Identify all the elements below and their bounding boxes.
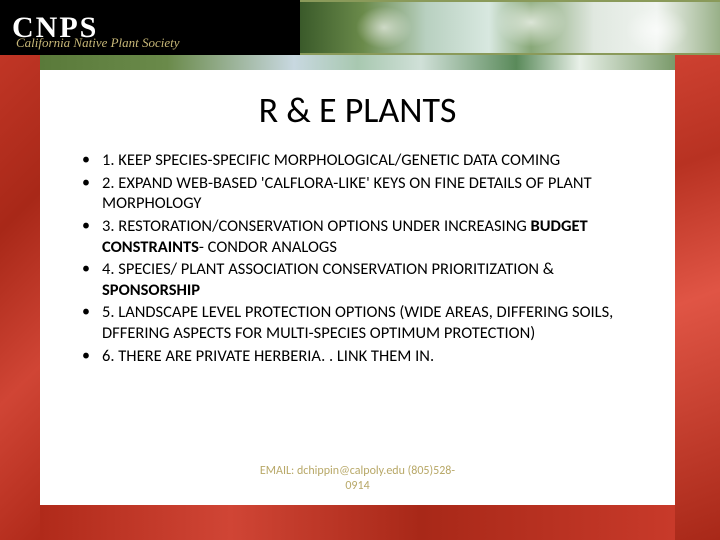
logo-subtitle: California Native Plant Society <box>16 35 180 51</box>
list-item: 2. EXPAND WEB-BASED 'CALFLORA-LIKE' KEYS… <box>78 173 645 214</box>
list-item: 5. LANDSCAPE LEVEL PROTECTION OPTIONS (W… <box>78 302 645 343</box>
list-item: 1. KEEP SPECIES-SPECIFIC MORPHOLOGICAL/G… <box>78 150 645 171</box>
banner-photo-strip <box>300 0 720 55</box>
header-banner: CNPS California Native Plant Society <box>0 0 720 55</box>
list-item: 4. SPECIES/ PLANT ASSOCIATION CONSERVATI… <box>78 259 645 300</box>
list-item: 3. RESTORATION/CONSERVATION OPTIONS UNDE… <box>78 216 645 257</box>
slide-title: R & E PLANTS <box>70 88 645 132</box>
list-item: 6. THERE ARE PRIVATE HERBERIA. . LINK TH… <box>78 346 645 367</box>
logo-area: CNPS California Native Plant Society <box>0 0 300 55</box>
slide-content: R & E PLANTS 1. KEEP SPECIES-SPECIFIC MO… <box>40 70 675 505</box>
footer-contact: EMAIL: dchippin@calpoly.edu (805)528- 09… <box>40 464 675 493</box>
bullet-list: 1. KEEP SPECIES-SPECIFIC MORPHOLOGICAL/G… <box>70 150 645 366</box>
